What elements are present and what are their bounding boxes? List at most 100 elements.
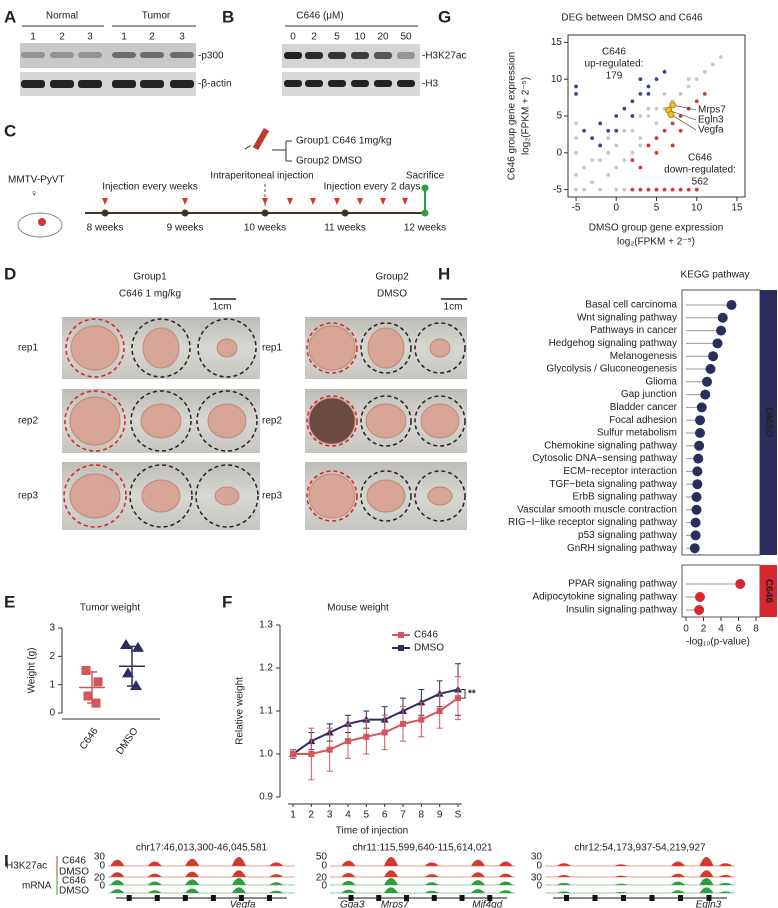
signal-peak: [471, 859, 485, 866]
point: [381, 729, 388, 736]
band: [284, 52, 302, 59]
signal-peak: [231, 857, 246, 866]
injection-arrow: [182, 198, 188, 205]
treatment-label: C646 (μM): [296, 11, 343, 22]
week-label: 9 weeks: [167, 223, 204, 234]
rep-label: rep3: [262, 491, 282, 502]
dish-outline: [196, 390, 258, 452]
signal-peak: [614, 875, 628, 877]
signal-peak: [699, 870, 714, 877]
group-title: DMSO: [377, 289, 407, 300]
x-tick-label: 10: [691, 203, 703, 214]
track-scale: 0: [99, 881, 105, 892]
week-dot: [341, 209, 349, 217]
point: [678, 187, 683, 192]
blot: [20, 72, 196, 96]
y-tick-label: 0: [49, 708, 55, 719]
tumor: [308, 325, 356, 371]
tumor: [69, 396, 121, 446]
condition-label: C646: [62, 876, 86, 887]
point: [710, 62, 715, 67]
x-tick-label: S: [455, 810, 462, 821]
point: [598, 121, 603, 126]
gene-name: Vegfa: [230, 900, 256, 908]
injection-arrow: [310, 198, 316, 205]
legend-marker: [398, 632, 404, 638]
point: [646, 92, 651, 96]
point: [638, 143, 643, 148]
signal-peak: [185, 858, 200, 866]
point: [574, 187, 578, 192]
point: [630, 114, 635, 118]
tumor: [429, 338, 451, 358]
track-scale: 0: [536, 861, 542, 872]
y-axis-title: log₂(FPKM + 2⁻⁵): [521, 77, 532, 155]
x-tick-label: 6: [736, 624, 742, 635]
facet-frame: [681, 564, 761, 618]
category-label: Hedgehog signaling pathway: [549, 338, 677, 349]
dot: [693, 453, 704, 464]
dish-outline: [414, 470, 466, 522]
track-scale: 50: [316, 852, 328, 863]
panel-label: E: [4, 592, 15, 611]
dot: [690, 530, 701, 541]
tumor: [216, 338, 238, 358]
category-label: PPAR signaling pathway: [568, 579, 677, 590]
point: [694, 99, 699, 104]
tumor: [367, 327, 405, 369]
signal-peak: [718, 882, 733, 885]
point: [308, 751, 315, 757]
band: [170, 52, 194, 58]
gene-name: Gga3: [340, 900, 365, 908]
chart-title: DEG between DMSO and C646: [561, 13, 703, 24]
x-tick-label: 2: [309, 810, 315, 821]
point-label: Egln3: [698, 115, 724, 126]
x-tick-label: 1: [290, 810, 296, 821]
point: [574, 173, 578, 177]
point: [630, 187, 635, 192]
dish-outline: [414, 322, 466, 374]
signal-peak: [718, 863, 733, 866]
category-label: Insulin signaling pathway: [566, 605, 677, 616]
point: [654, 136, 659, 140]
category-label: Cytosolic DNA−sensing pathway: [532, 453, 677, 464]
band: [328, 52, 346, 59]
group-label: Tumor: [142, 11, 171, 22]
annotation: up-regulated:: [585, 59, 644, 70]
signal-peak: [384, 887, 399, 893]
category-label: GnRH signaling pathway: [567, 543, 677, 554]
group-title: Group2: [375, 272, 409, 283]
tumor: [207, 403, 247, 439]
dot: [694, 440, 705, 451]
syringe: [252, 127, 270, 151]
lane-label: 1: [30, 32, 36, 43]
facet-strip: [760, 565, 777, 617]
point: [670, 187, 675, 192]
sacrifice-dot: [421, 184, 429, 192]
point: [622, 128, 627, 133]
x-tick-label: 3: [327, 810, 333, 821]
signal-peak: [269, 874, 284, 877]
point: [574, 92, 578, 96]
tumor: [142, 327, 180, 369]
rep-label: rep1: [18, 343, 38, 354]
dot: [705, 364, 716, 374]
signal-peak: [471, 872, 485, 877]
point: [662, 187, 667, 192]
point: [670, 143, 675, 148]
annotation-count: 179: [606, 71, 623, 82]
point: [654, 77, 659, 82]
y-tick-label: -5: [553, 184, 562, 195]
category-label: Adipocytokine signaling pathway: [532, 592, 677, 603]
tumor: [365, 403, 407, 439]
point: [93, 677, 103, 687]
chart-title: KEGG pathway: [681, 270, 750, 281]
point: [694, 187, 699, 192]
signal-peak: [718, 891, 733, 893]
track-scale: 0: [536, 881, 542, 892]
point: [614, 187, 619, 192]
sex-symbol: ♀: [30, 189, 38, 200]
exon: [126, 895, 132, 901]
point: [614, 114, 619, 118]
dish-outline: [306, 322, 358, 374]
